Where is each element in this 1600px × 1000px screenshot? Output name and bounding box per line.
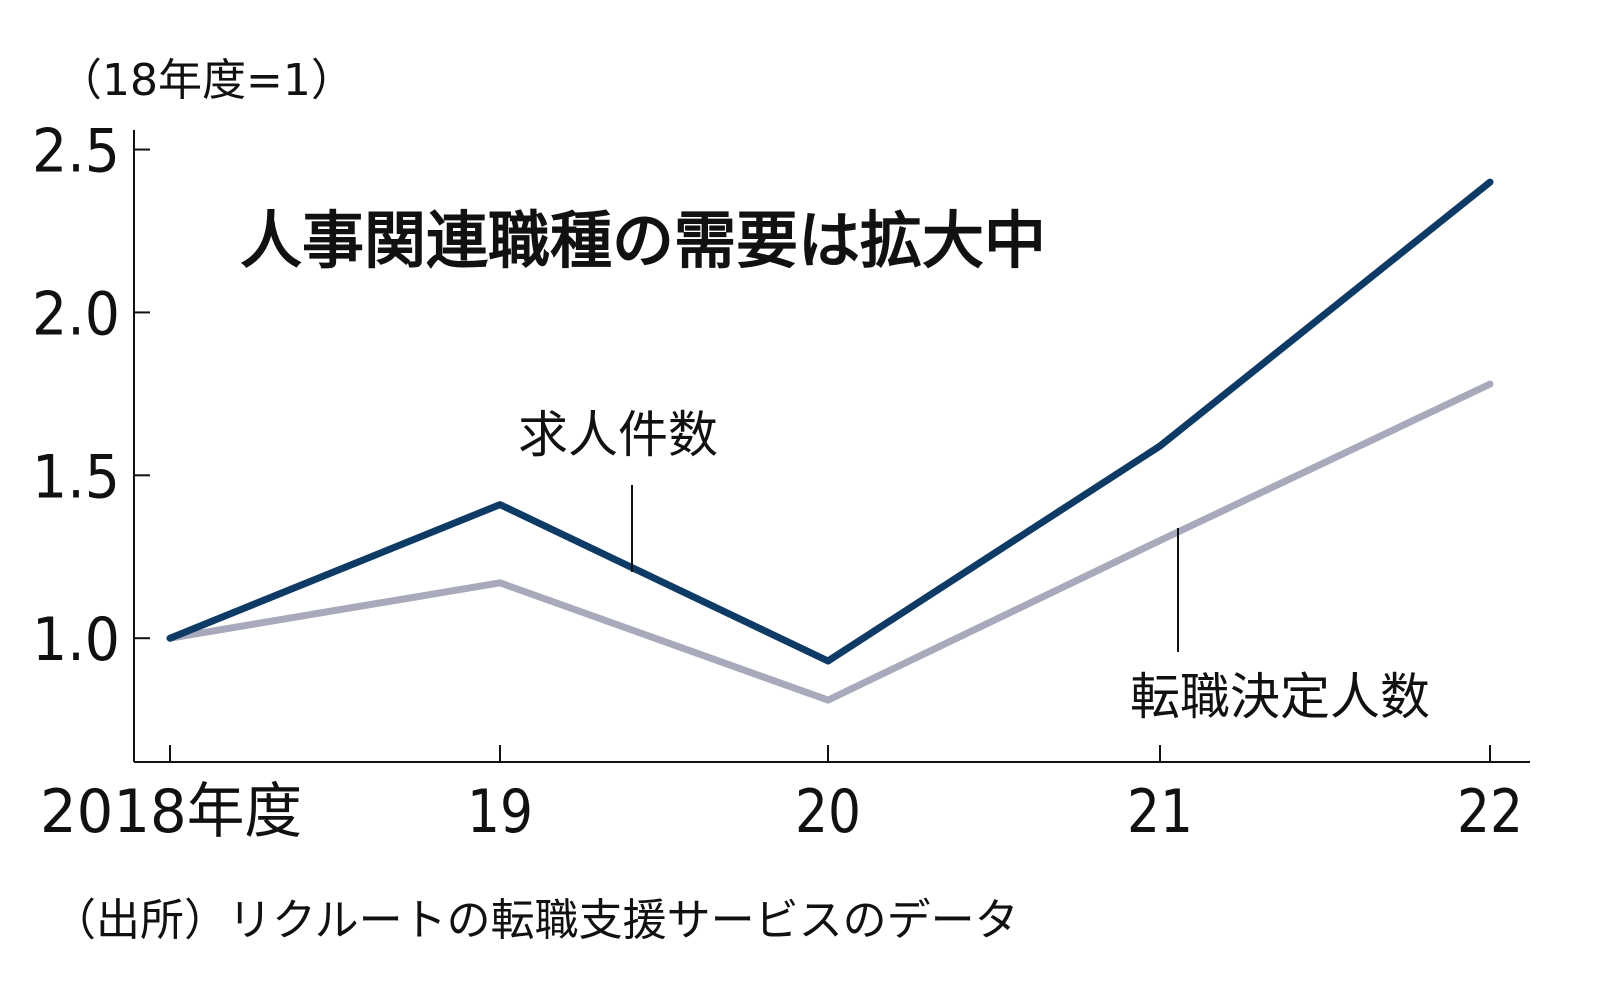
y-tick-label: 1.0: [32, 605, 120, 675]
x-tick-label: 2018年度: [40, 777, 302, 847]
y-tick-label: 1.5: [32, 442, 120, 512]
x-tick-label: 20: [795, 777, 861, 847]
chart-title: 人事関連職種の需要は拡大中: [240, 204, 1046, 277]
series-lines: [166, 178, 1494, 704]
series-label-job-openings: 求人件数: [518, 406, 718, 464]
y-tick-label: 2.5: [32, 117, 120, 187]
x-tick-label: 21: [1127, 777, 1193, 847]
x-tick-label: 19: [467, 777, 533, 847]
series-label-hires: 転職決定人数: [1130, 668, 1430, 726]
unit-label: （18年度=1）: [58, 55, 355, 106]
series-line-job-openings: [166, 178, 1494, 665]
axes: 1.0 1.5 2.0 2.5 2018年度 19 20 21 22: [32, 117, 1530, 847]
x-tick-label: 22: [1457, 777, 1523, 847]
series-line-hires: [166, 380, 1494, 704]
y-tick-label: 2.0: [32, 279, 120, 349]
source-note: （出所）リクルートの転職支援サービスのデータ: [52, 895, 1019, 946]
